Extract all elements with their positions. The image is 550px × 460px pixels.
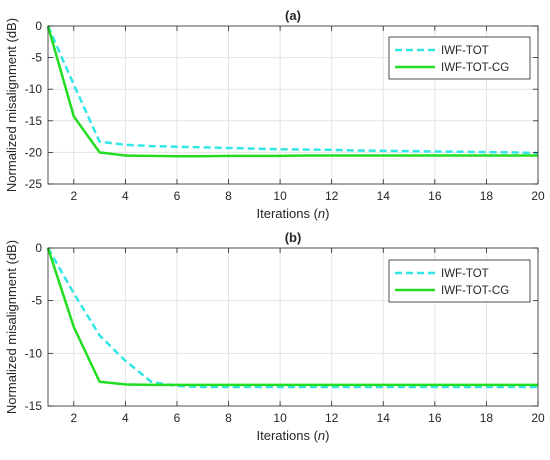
legend-box — [388, 259, 531, 303]
x-tick-label: 2 — [70, 189, 77, 203]
legend-box — [388, 36, 531, 80]
axes-box — [47, 247, 539, 407]
x-axis-label: Iterations (n) — [256, 428, 329, 443]
legend-label-iwf-tot-cg: IWF-TOT-CG — [441, 285, 509, 297]
x-tick-label: 16 — [428, 411, 442, 425]
series-line-iwf-tot — [46, 25, 539, 155]
y-axis-label: Normalized misalignment (dB) — [4, 240, 19, 414]
x-tick-label: 4 — [122, 189, 129, 203]
x-tick-label: 6 — [174, 411, 181, 425]
x-tick-label: 8 — [225, 411, 232, 425]
x-tick-label: 6 — [174, 189, 181, 203]
x-axis-label-text: Iterations — [256, 206, 310, 221]
x-tick-label: 20 — [531, 411, 545, 425]
x-tick-label: 12 — [325, 189, 339, 203]
legend: IWF-TOT IWF-TOT-CG — [388, 36, 531, 80]
x-tick-label: 18 — [480, 411, 494, 425]
y-tick-label: -10 — [25, 346, 43, 360]
y-tick-label: -5 — [31, 51, 42, 65]
x-axis-label-variable: n — [318, 206, 325, 221]
y-tick-label: -5 — [31, 294, 42, 308]
x-axis-label-variable: n — [318, 428, 325, 443]
x-tick-label: 10 — [273, 189, 287, 203]
legend-label-iwf-tot: IWF-TOT — [441, 45, 489, 57]
y-tick-label: -20 — [25, 145, 43, 159]
axes-box — [47, 25, 539, 185]
x-tick-label: 4 — [122, 411, 129, 425]
y-tick-label: -15 — [25, 114, 43, 128]
y-tick-label: -15 — [25, 399, 43, 413]
y-axis-label: Normalized misalignment (dB) — [4, 18, 19, 192]
x-axis-label: Iterations (n) — [256, 206, 329, 221]
x-axis-label-paren: ( — [310, 428, 319, 443]
x-axis-label-paren: ) — [325, 206, 329, 221]
legend: IWF-TOT IWF-TOT-CG — [388, 259, 531, 303]
y-tick-label: -10 — [25, 82, 43, 96]
x-tick-label: 18 — [480, 189, 494, 203]
panel-title: (b) — [285, 230, 302, 245]
x-axis-label-text: Iterations — [256, 428, 310, 443]
series-line-iwf-tot-cg — [46, 247, 538, 387]
x-tick-label: 2 — [70, 411, 77, 425]
x-tick-label: 12 — [325, 411, 339, 425]
y-tick-label: -25 — [25, 177, 43, 191]
panel-a: 2 4 6 8 10 12 14 16 18 20 0 -5 -10 -15 -20 -25 (a) Iterat… — [4, 8, 545, 221]
x-axis-label-paren: ) — [325, 428, 329, 443]
series-line-iwf-tot — [46, 247, 538, 389]
y-tick-label: 0 — [35, 19, 42, 33]
legend-label-iwf-tot: IWF-TOT — [441, 268, 489, 280]
x-tick-label: 16 — [428, 189, 442, 203]
series-line-iwf-tot-cg — [46, 25, 538, 158]
x-tick-label: 14 — [377, 189, 391, 203]
x-axis-label-paren: ( — [310, 206, 319, 221]
legend-label-iwf-tot-cg: IWF-TOT-CG — [441, 62, 509, 74]
x-tick-label: 10 — [273, 411, 287, 425]
x-tick-label: 8 — [225, 189, 232, 203]
x-tick-label: 14 — [377, 411, 391, 425]
x-tick-label: 20 — [531, 189, 545, 203]
y-tick-label: 0 — [35, 241, 42, 255]
panel-title: (a) — [285, 8, 301, 23]
panel-b: 2 4 6 8 10 12 14 16 18 20 0 -5 -10 -15 (b) Iterations (… — [4, 230, 545, 443]
